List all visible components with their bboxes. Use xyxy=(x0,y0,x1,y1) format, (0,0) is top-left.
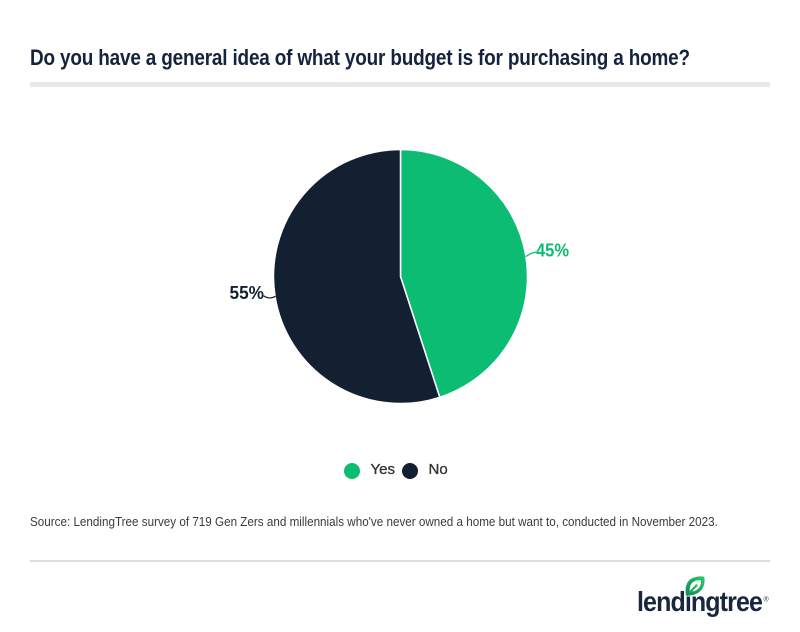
svg-text:45%: 45% xyxy=(536,241,569,261)
svg-text:®: ® xyxy=(764,596,770,604)
svg-text:lendıngtree: lendıngtree xyxy=(637,586,762,617)
svg-text:55%: 55% xyxy=(230,283,265,303)
